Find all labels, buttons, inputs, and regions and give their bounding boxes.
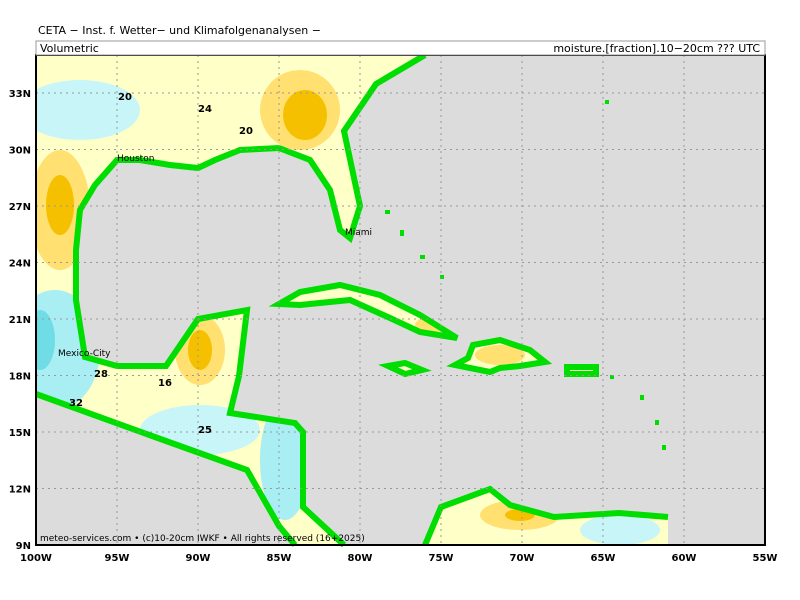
contour-label: 20 <box>118 92 132 103</box>
lat-label: 33N <box>9 89 31 100</box>
lon-label: 65W <box>591 553 616 564</box>
lat-label: 9N <box>16 541 31 552</box>
lat-label: 15N <box>9 428 31 439</box>
small-islands <box>385 100 666 450</box>
lon-label: 95W <box>105 553 130 564</box>
footer: meteo-services.com • (c)10-20cm IWKF • A… <box>40 534 365 544</box>
contour-label: 20 <box>239 126 253 137</box>
lon-label: 75W <box>429 553 454 564</box>
contour-label: 24 <box>198 104 212 115</box>
lat-label: 27N <box>9 202 31 213</box>
lon-label: 90W <box>186 553 211 564</box>
contour-label: 25 <box>198 425 212 436</box>
header-right: moisture.[fraction].10−20cm ??? UTC <box>553 42 760 55</box>
place-label: Mexico-City <box>58 349 111 359</box>
lon-label: 55W <box>753 553 778 564</box>
contour-label: 16 <box>158 378 172 389</box>
place-label: Houston <box>117 154 154 164</box>
contour-label: 28 <box>94 369 108 380</box>
header-bar <box>35 40 766 56</box>
lat-label: 12N <box>9 485 31 496</box>
lon-label: 80W <box>348 553 373 564</box>
lon-label: 85W <box>267 553 292 564</box>
contour-label: 32 <box>69 398 83 409</box>
header-left: Volumetric <box>40 42 99 55</box>
lon-label: 100W <box>20 553 52 564</box>
lon-label: 70W <box>510 553 535 564</box>
place-label: Miami <box>345 228 372 238</box>
lat-label: 24N <box>9 259 31 270</box>
lat-label: 30N <box>9 146 31 157</box>
lat-label: 18N <box>9 372 31 383</box>
lat-label: 21N <box>9 315 31 326</box>
header-title: CETA − Inst. f. Wetter− und Klimafolgena… <box>38 24 321 37</box>
lon-label: 60W <box>672 553 697 564</box>
coastline <box>34 52 669 548</box>
graticule <box>36 55 765 545</box>
